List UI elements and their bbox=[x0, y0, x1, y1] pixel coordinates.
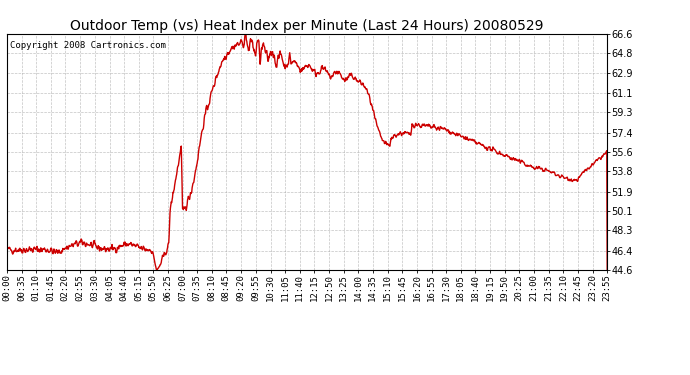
Text: Copyright 2008 Cartronics.com: Copyright 2008 Cartronics.com bbox=[10, 41, 166, 50]
Title: Outdoor Temp (vs) Heat Index per Minute (Last 24 Hours) 20080529: Outdoor Temp (vs) Heat Index per Minute … bbox=[70, 19, 544, 33]
